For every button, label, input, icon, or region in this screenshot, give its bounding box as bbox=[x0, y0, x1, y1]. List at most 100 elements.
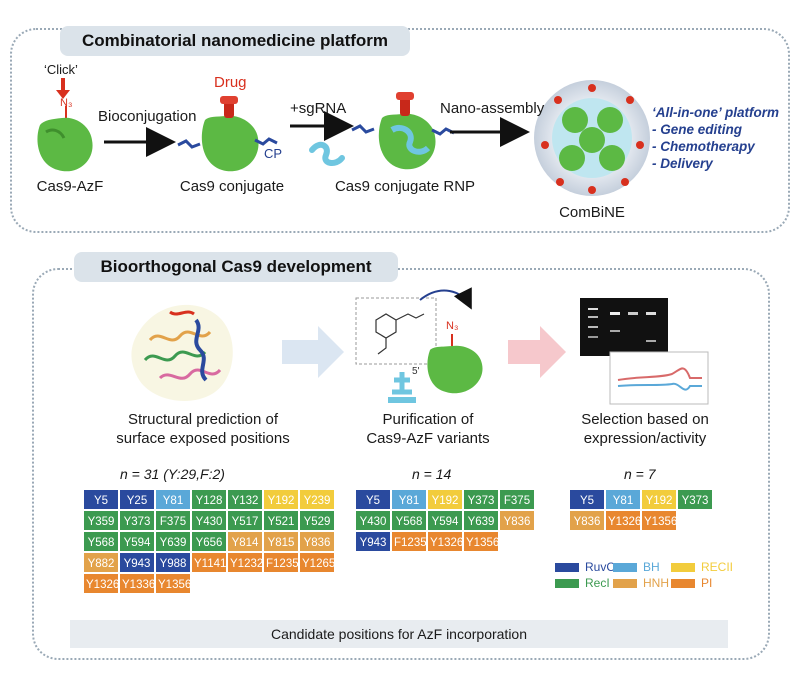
drug-label: Drug bbox=[214, 74, 247, 91]
position-cell: Y373 bbox=[678, 490, 712, 509]
position-cell: Y882 bbox=[84, 553, 118, 572]
position-cell: Y639 bbox=[464, 511, 498, 530]
cas9-azf-variant-icon bbox=[427, 334, 483, 394]
flow-arrow-2-icon bbox=[508, 326, 566, 378]
azf-molecule-icon bbox=[355, 287, 472, 365]
caption-2-line-2: Cas9-AzF variants bbox=[366, 430, 490, 447]
positions-grid-14: Y5 Y81 Y192 Y373 F375 Y430 Y568 Y594 Y639 Y836 Y94… bbox=[356, 490, 534, 551]
sgrna-icon bbox=[309, 141, 345, 166]
azide-label: N₃ bbox=[60, 97, 73, 109]
position-cell: Y1356 bbox=[642, 511, 677, 530]
position-cell: Y373 bbox=[120, 511, 154, 530]
platform-line-chemotherapy: - Chemotherapy bbox=[652, 139, 755, 154]
position-cell: Y359 bbox=[84, 511, 118, 530]
step-bioconjugation-label: Bioconjugation bbox=[98, 108, 197, 125]
position-cell: Y192 bbox=[264, 490, 298, 509]
panel-b-frame bbox=[32, 268, 770, 660]
trna-icon: 5' bbox=[388, 366, 420, 403]
positions-grid-31: Y5 Y25 Y81 Y128 Y132 Y192 Y239 Y359 Y373 F375 Y430… bbox=[84, 490, 335, 593]
position-cell: Y988 bbox=[156, 553, 190, 572]
caption-2-line-1: Purification of bbox=[382, 411, 474, 428]
legend-item-reci: RecI bbox=[555, 576, 610, 590]
position-cell: Y836 bbox=[500, 511, 534, 530]
caption-1-line-2: surface exposed positions bbox=[116, 430, 290, 447]
position-cell: F375 bbox=[500, 490, 534, 509]
position-cell: Y192 bbox=[428, 490, 462, 509]
legend-swatch bbox=[613, 579, 637, 589]
legend-item-recii: RECII bbox=[671, 560, 733, 574]
platform-line-title: ‘All-in-one’ platform bbox=[652, 105, 779, 120]
legend-swatch bbox=[671, 563, 695, 573]
protein-structure-icon bbox=[131, 304, 233, 401]
position-cell: Y656 bbox=[192, 532, 226, 551]
legend-swatch bbox=[613, 563, 637, 573]
legend-item-bh: BH bbox=[613, 560, 660, 574]
panel-b-title: Bioorthogonal Cas9 development bbox=[74, 252, 398, 282]
position-cell: F375 bbox=[156, 511, 190, 530]
position-cell: Y568 bbox=[392, 511, 426, 530]
position-cell: Y128 bbox=[192, 490, 226, 509]
legend-item-ruvc: RuvC bbox=[555, 560, 615, 574]
legend-swatch bbox=[671, 579, 695, 589]
position-cell: Y943 bbox=[356, 532, 390, 551]
position-cell: Y1326 bbox=[428, 532, 463, 551]
legend-label: RECII bbox=[701, 560, 734, 574]
panel-b-azide-label: N₃ bbox=[446, 320, 459, 332]
position-cell: Y192 bbox=[642, 490, 676, 509]
position-cell: Y1326 bbox=[84, 574, 119, 593]
panel-a-title: Combinatorial nanomedicine platform bbox=[60, 26, 410, 56]
position-cell: Y81 bbox=[606, 490, 640, 509]
position-cell: Y5 bbox=[570, 490, 604, 509]
step-nano-assembly-label: Nano-assembly bbox=[440, 100, 545, 117]
position-cell: F1235 bbox=[392, 532, 427, 551]
legend-label: HNH bbox=[643, 576, 669, 590]
n-label-31: n = 31 (Y:29,F:2) bbox=[120, 466, 225, 482]
cas9-conjugate-icon bbox=[177, 96, 278, 172]
caption-selection: Selection based on expression/activity bbox=[560, 410, 730, 448]
position-cell: Y529 bbox=[300, 511, 334, 530]
position-cell: Y1336 bbox=[120, 574, 155, 593]
position-cell: Y594 bbox=[428, 511, 462, 530]
position-cell: Y836 bbox=[300, 532, 334, 551]
platform-line-gene-editing: - Gene editing bbox=[652, 122, 743, 137]
caption-3-line-2: expression/activity bbox=[583, 430, 707, 447]
activity-plot-icon bbox=[609, 351, 709, 405]
position-cell: Y25 bbox=[120, 490, 154, 509]
position-cell: Y943 bbox=[120, 553, 154, 572]
legend-swatch bbox=[555, 579, 579, 589]
svg-text:5': 5' bbox=[412, 366, 420, 377]
position-cell: Y814 bbox=[228, 532, 262, 551]
gel-image-icon bbox=[580, 298, 668, 356]
position-cell: Y639 bbox=[156, 532, 190, 551]
legend-label: BH bbox=[643, 560, 660, 574]
position-cell: Y1356 bbox=[464, 532, 499, 551]
n-label-7: n = 7 bbox=[624, 466, 656, 482]
positions-grid-7: Y5 Y81 Y192 Y373 Y836 Y1326 Y1356 bbox=[570, 490, 712, 530]
position-cell: Y1265 bbox=[300, 553, 335, 572]
position-cell: Y815 bbox=[264, 532, 298, 551]
caption-3-line-1: Selection based on bbox=[581, 411, 709, 428]
position-cell: Y373 bbox=[464, 490, 498, 509]
position-cell: Y836 bbox=[570, 511, 604, 530]
position-cell: Y517 bbox=[228, 511, 262, 530]
caption-structural-prediction: Structural prediction of surface exposed… bbox=[98, 410, 308, 448]
flow-arrow-1-icon bbox=[282, 326, 344, 378]
click-label: ‘Click’ bbox=[44, 62, 78, 77]
position-cell: Y1326 bbox=[606, 511, 641, 530]
position-cell: Y521 bbox=[264, 511, 298, 530]
position-cell: Y594 bbox=[120, 532, 154, 551]
position-cell: Y568 bbox=[84, 532, 118, 551]
position-cell: Y1141 bbox=[192, 553, 226, 572]
legend-item-pi: PI bbox=[671, 576, 712, 590]
species-cas9-conjugate: Cas9 conjugate bbox=[179, 178, 285, 195]
position-cell: Y239 bbox=[300, 490, 334, 509]
position-cell: Y1356 bbox=[156, 574, 191, 593]
species-cas9-conjugate-rnp: Cas9 conjugate RNP bbox=[334, 178, 476, 195]
species-combine: ComBiNE bbox=[559, 204, 625, 221]
combine-nanoparticle-icon bbox=[534, 80, 650, 196]
candidate-positions-caption: Candidate positions for AzF incorporatio… bbox=[70, 620, 728, 648]
legend-item-hnh: HNH bbox=[613, 576, 669, 590]
legend-label: PI bbox=[701, 576, 713, 590]
platform-features: ‘All-in-one’ platform - Gene editing - C… bbox=[652, 104, 779, 172]
